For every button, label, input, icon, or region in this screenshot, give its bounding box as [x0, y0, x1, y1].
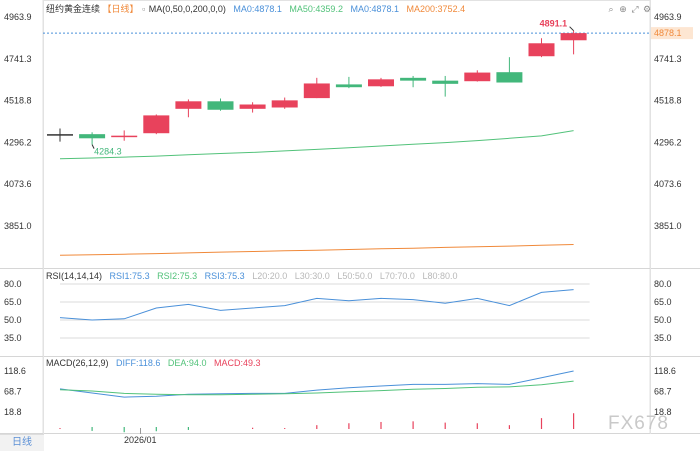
ma-header: MA(0,50,0,200,0,0) — [148, 4, 226, 14]
candle-body — [400, 77, 427, 81]
ma50-line — [59, 130, 574, 160]
candle-body — [79, 134, 106, 139]
rsi-y-tick-right: 65.0 — [654, 297, 672, 307]
macd-y-tick-left: 118.6 — [4, 366, 26, 376]
chart-title: 纽约黄金连续 — [46, 4, 101, 14]
candle-body — [464, 72, 491, 82]
candle-body — [368, 79, 394, 87]
candle-body — [143, 115, 170, 134]
rsi-title: RSI(14,14,14) — [46, 271, 103, 281]
y-tick-label-left: 4518.8 — [4, 96, 32, 106]
macd-y-tick-right: 18.8 — [654, 407, 672, 417]
last-price-marker — [651, 27, 693, 40]
ma-legend-0: MA0:4878.1 — [233, 4, 282, 14]
y-tick-label-left: 4073.6 — [4, 179, 32, 189]
ma-legend-2: MA0:4878.1 — [350, 4, 400, 14]
macd-dea-line — [59, 380, 574, 396]
period-tab[interactable]: 日线 — [0, 434, 44, 451]
macd-y-tick-left: 18.8 — [4, 407, 22, 417]
low-annotation: 4284.3 — [94, 147, 122, 157]
macd-legend-2: MACD:49.3 — [213, 358, 261, 368]
rsi-y-tick-right: 35.0 — [654, 333, 672, 343]
macd-y-tick-left: 68.7 — [4, 387, 22, 397]
rsi-y-tick-left: 50.0 — [4, 315, 22, 325]
last-price-label: 4878.1 — [654, 28, 682, 38]
settings-icon[interactable]: ⚙ — [642, 4, 652, 14]
y-tick-label-right: 4518.8 — [654, 96, 682, 106]
y-tick-label-right: 3851.0 — [654, 221, 682, 231]
rsi-y-tick-left: 35.0 — [4, 333, 22, 343]
candle-body — [175, 101, 202, 109]
candle-body — [432, 80, 459, 84]
macd-y-tick-right: 68.7 — [654, 387, 672, 397]
ma-icon: ▫ — [142, 4, 146, 14]
rsi-legend-6: L70:70.0 — [379, 271, 415, 281]
zoom-in-icon[interactable]: ⊕ — [619, 4, 627, 14]
fullscreen-icon[interactable]: ⤢ — [631, 4, 639, 14]
candle-body — [560, 33, 587, 41]
ma-legend-3: MA200:3752.4 — [406, 4, 466, 14]
candle-body — [303, 83, 330, 99]
macd-y-tick-right: 118.6 — [654, 366, 676, 376]
macd-diff-line — [59, 370, 574, 398]
rsi-legend-1: RSI2:75.3 — [157, 271, 198, 281]
macd-legend-1: DEA:94.0 — [167, 358, 207, 368]
candle-body — [111, 135, 138, 138]
candle-body — [239, 104, 266, 109]
macd-title: MACD(26,12,9) — [46, 358, 109, 368]
macd-legend-0: DIFF:118.6 — [116, 358, 161, 368]
macd-legend: MACD(26,12,9) DIFF:118.6 DEA:94.0 MACD:4… — [46, 357, 266, 369]
high-marker — [569, 26, 574, 32]
y-tick-label-left: 4296.2 — [4, 137, 32, 147]
y-tick-label-right: 4296.2 — [654, 137, 682, 147]
rsi-legend-2: RSI3:75.3 — [204, 271, 245, 281]
rsi-legend: RSI(14,14,14) RSI1:75.3 RSI2:75.3 RSI3:7… — [46, 270, 462, 282]
x-axis-date-label: 2026/01 — [124, 435, 157, 445]
rsi-line — [59, 289, 574, 321]
candle-body — [47, 134, 73, 136]
y-tick-label-right: 4963.9 — [654, 12, 682, 22]
y-tick-label-left: 3851.0 — [4, 221, 32, 231]
search-icon[interactable]: ⌕ — [608, 4, 614, 14]
rsi-y-tick-left: 80.0 — [4, 279, 22, 289]
rsi-y-tick-left: 65.0 — [4, 297, 22, 307]
high-annotation: 4891.1 — [540, 19, 568, 29]
y-tick-label-right: 4741.3 — [654, 54, 682, 64]
watermark: FX678 — [608, 413, 669, 434]
candle-body — [335, 84, 362, 88]
candle-body — [496, 72, 523, 83]
y-tick-label-left: 4741.3 — [4, 54, 32, 64]
rsi-legend-7: L80:80.0 — [422, 271, 458, 281]
rsi-legend-0: RSI1:75.3 — [109, 271, 150, 281]
ma-legend-1: MA50:4359.2 — [289, 4, 343, 14]
low-marker — [91, 144, 95, 149]
rsi-y-tick-right: 80.0 — [654, 279, 672, 289]
candle-body — [271, 100, 298, 108]
y-tick-label-left: 4963.9 — [4, 12, 32, 22]
candle-body — [207, 101, 234, 110]
ma200-line — [59, 244, 574, 256]
rsi-legend-3: L20:20.0 — [252, 271, 288, 281]
candle-body — [528, 43, 555, 57]
rsi-legend-5: L50:50.0 — [337, 271, 373, 281]
y-tick-label-right: 4073.6 — [654, 179, 682, 189]
main-legend: 纽约黄金连续 【日线】 ▫ MA(0,50,0,200,0,0) MA0:487… — [46, 3, 470, 15]
rsi-y-tick-right: 50.0 — [654, 315, 672, 325]
period-label: 【日线】 — [102, 4, 139, 14]
rsi-legend-4: L30:30.0 — [294, 271, 330, 281]
